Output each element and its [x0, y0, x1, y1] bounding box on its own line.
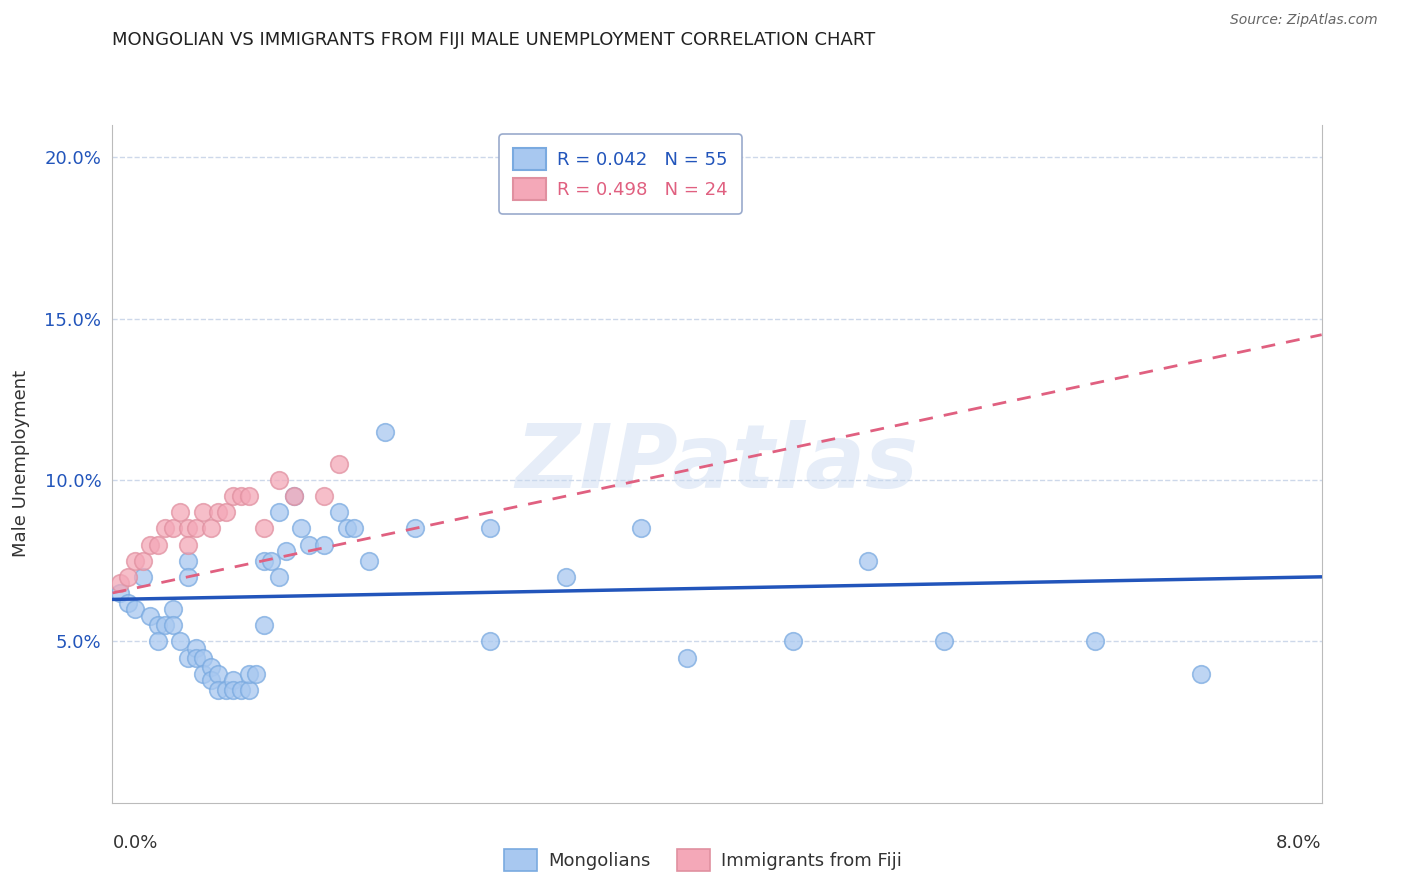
Point: [146, 618, 169, 632]
Point: [675, 650, 697, 665]
Point: [932, 634, 955, 648]
Text: ZIPatlas: ZIPatlas: [516, 420, 918, 508]
Point: [155, 618, 177, 632]
Point: [238, 682, 260, 697]
Point: [238, 666, 260, 681]
Text: MONGOLIAN VS IMMIGRANTS FROM FIJI MALE UNEMPLOYMENT CORRELATION CHART: MONGOLIAN VS IMMIGRANTS FROM FIJI MALE U…: [112, 31, 876, 49]
Point: [215, 505, 238, 519]
Point: [184, 640, 207, 655]
Point: [283, 489, 305, 503]
Point: [260, 554, 283, 568]
Point: [374, 425, 396, 439]
Point: [184, 521, 207, 535]
Point: [117, 596, 139, 610]
Point: [630, 521, 652, 535]
Point: [328, 457, 350, 471]
Point: [146, 634, 169, 648]
Point: [191, 666, 214, 681]
Point: [222, 682, 245, 697]
Point: [253, 554, 276, 568]
Point: [124, 602, 146, 616]
Point: [200, 660, 222, 674]
Point: [245, 666, 267, 681]
Point: [132, 554, 155, 568]
Point: [200, 521, 222, 535]
Point: [191, 505, 214, 519]
Point: [856, 554, 880, 568]
Text: 8.0%: 8.0%: [1277, 834, 1322, 852]
Point: [290, 521, 312, 535]
Legend: R = 0.042   N = 55, R = 0.498   N = 24: R = 0.042 N = 55, R = 0.498 N = 24: [499, 134, 742, 214]
Point: [207, 505, 229, 519]
Point: [1189, 666, 1212, 681]
Point: [169, 634, 191, 648]
Point: [312, 537, 335, 551]
Point: [276, 544, 298, 558]
Point: [207, 666, 229, 681]
Point: [184, 650, 207, 665]
Point: [283, 489, 305, 503]
Text: 0.0%: 0.0%: [112, 834, 157, 852]
Text: Source: ZipAtlas.com: Source: ZipAtlas.com: [1230, 13, 1378, 28]
Point: [267, 570, 290, 584]
Point: [229, 489, 252, 503]
Point: [328, 505, 350, 519]
Point: [215, 682, 238, 697]
Point: [177, 650, 200, 665]
Point: [253, 521, 276, 535]
Point: [139, 608, 162, 623]
Point: [162, 602, 184, 616]
Point: [238, 489, 260, 503]
Point: [222, 489, 245, 503]
Point: [169, 505, 191, 519]
Point: [177, 570, 200, 584]
Point: [207, 682, 229, 697]
Point: [222, 673, 245, 687]
Legend: Mongolians, Immigrants from Fiji: Mongolians, Immigrants from Fiji: [498, 842, 908, 879]
Point: [108, 576, 131, 591]
Point: [267, 473, 290, 487]
Point: [162, 521, 184, 535]
Point: [124, 554, 146, 568]
Point: [404, 521, 426, 535]
Point: [177, 521, 200, 535]
Point: [108, 586, 131, 600]
Point: [479, 634, 502, 648]
Point: [298, 537, 321, 551]
Point: [253, 618, 276, 632]
Point: [782, 634, 804, 648]
Point: [267, 505, 290, 519]
Point: [177, 554, 200, 568]
Point: [117, 570, 139, 584]
Point: [479, 521, 502, 535]
Point: [162, 618, 184, 632]
Point: [336, 521, 359, 535]
Y-axis label: Male Unemployment: Male Unemployment: [13, 370, 31, 558]
Point: [132, 570, 155, 584]
Point: [554, 570, 576, 584]
Point: [343, 521, 366, 535]
Point: [359, 554, 381, 568]
Point: [229, 682, 252, 697]
Point: [191, 650, 214, 665]
Point: [146, 537, 169, 551]
Point: [200, 673, 222, 687]
Point: [1084, 634, 1107, 648]
Point: [312, 489, 335, 503]
Point: [155, 521, 177, 535]
Point: [177, 537, 200, 551]
Point: [139, 537, 162, 551]
